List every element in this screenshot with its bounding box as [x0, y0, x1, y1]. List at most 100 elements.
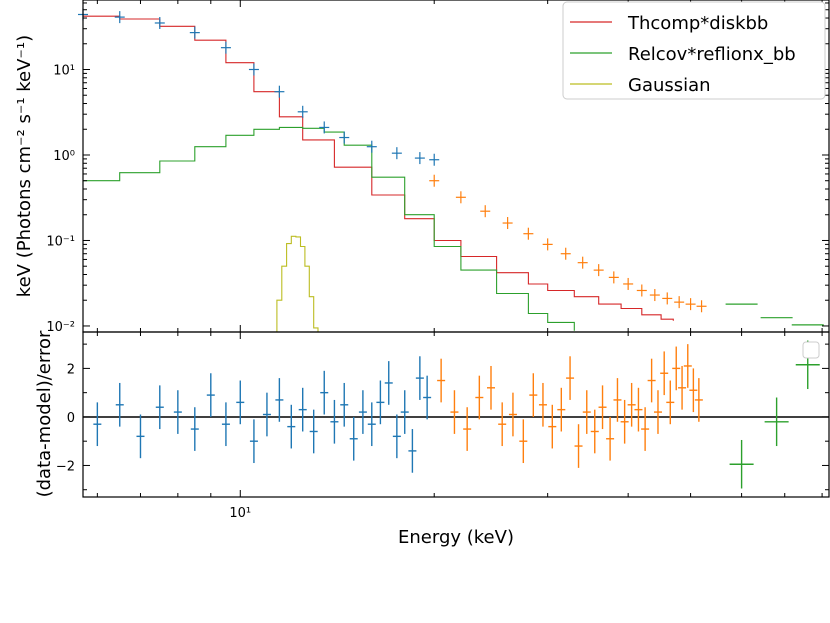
fpmb-data-point	[696, 300, 707, 313]
fpmb-data-point	[502, 217, 513, 230]
fpmb-residuals-point	[582, 390, 591, 434]
residual-ytick-label: 0	[67, 411, 75, 426]
fpma-data-point	[220, 41, 231, 54]
fpmb-residuals-point	[660, 351, 669, 396]
fpmb-residuals-point	[683, 344, 692, 388]
fpmb-residuals-point	[672, 346, 681, 391]
fpmb-residuals-point	[475, 375, 484, 420]
residual-axes-frame	[82, 331, 830, 498]
fpma-residuals-point	[415, 356, 424, 400]
fpma-residuals-point	[392, 414, 401, 459]
fpma-data-point	[189, 26, 200, 39]
fpma-residuals-point	[206, 373, 215, 417]
fpmb-data-point	[542, 238, 553, 251]
fpma-residuals-point	[287, 404, 296, 449]
fpma-residuals-point	[400, 390, 409, 434]
fpmb-data-point	[429, 174, 440, 187]
fpmb-data-point	[523, 227, 534, 240]
residual-ytick-labels: 2 0 −2	[56, 362, 75, 474]
fpma-residuals-point	[309, 409, 318, 454]
fpma-residuals-point	[423, 375, 432, 420]
legend-thcomp-label: Thcomp*diskbb	[627, 13, 768, 34]
fpma-residuals-point	[330, 399, 339, 444]
legend-box	[562, 1, 826, 100]
fpmb-residuals-point	[538, 382, 547, 427]
fpmb-residuals-point	[598, 385, 607, 430]
fpmb-residuals-point	[574, 424, 583, 468]
fpmb-residuals-point	[620, 399, 629, 444]
spectrum-ytick-label: 10⁻²	[46, 320, 75, 335]
fpma-residuals-point	[221, 402, 230, 447]
fpma-residuals-point	[275, 378, 284, 422]
fpmb-residuals-point	[653, 390, 662, 434]
fpma-residuals-point	[155, 385, 164, 430]
fpmb-residuals-point	[641, 407, 650, 451]
legend-relcov-label: Relcov*reflionx_bb	[628, 44, 796, 65]
spectrum-series-layer	[78, 8, 824, 333]
fpmb-residuals-point	[437, 358, 446, 403]
fpmb-data-point	[623, 277, 634, 290]
high-energy-residuals-point	[729, 439, 754, 489]
fpmb-data-point	[480, 205, 491, 218]
fpmb-data-point	[649, 289, 660, 302]
spectrum-panel: 10¹ 10⁰ 10⁻¹ 10⁻² keV (Photons cm⁻² s⁻¹ keV…	[14, 0, 830, 335]
fpma-data-point	[366, 140, 377, 153]
fpmb-data-point	[636, 284, 647, 297]
residuals-panel: 2 0 −2 10¹ (data-model)/error Energy (keV)	[34, 330, 830, 548]
residual-xtick-labels: 10¹	[229, 506, 251, 521]
spectrum-ytick-labels: 10¹ 10⁰ 10⁻¹ 10⁻²	[46, 63, 75, 334]
fpma-data-point	[429, 153, 440, 166]
fpma-residuals-point	[384, 361, 393, 405]
fpmb-data-point	[674, 296, 685, 309]
fpma-residuals-point	[408, 429, 417, 473]
fpma-residuals-point	[262, 392, 271, 437]
fpma-data-point	[391, 147, 402, 160]
fpma-data-point	[114, 11, 125, 24]
fpmb-residuals-point	[606, 416, 615, 461]
fpmb-residuals-point	[548, 404, 557, 449]
residual-series-layer	[93, 340, 820, 489]
spectrum-ytick-label: 10⁻¹	[46, 234, 75, 249]
spectrum-ylabel: keV (Photons cm⁻² s⁻¹ keV⁻¹)	[14, 35, 35, 297]
fpma-residuals-point	[298, 387, 307, 432]
fpma-residuals-point	[367, 402, 376, 447]
fpma-residuals-point	[340, 382, 349, 427]
fpmb-data-point	[685, 298, 696, 311]
spectrum-ytick-label: 10⁰	[53, 149, 75, 164]
fpma-residuals-point	[349, 416, 358, 461]
fpma-data-point	[297, 105, 308, 118]
fpma-residuals-point	[93, 402, 102, 447]
fpmb-residuals-point	[590, 409, 599, 454]
fpmb-data-point	[608, 271, 619, 284]
fpmb-residuals-point	[566, 356, 575, 400]
residual-ytick-label: −2	[56, 459, 75, 474]
fpma-residuals-point	[190, 407, 199, 451]
fpmb-residuals-point	[666, 380, 675, 425]
fpma-data-point	[154, 16, 165, 29]
fpma-residuals-point	[376, 380, 385, 425]
fpma-residuals-point	[136, 414, 145, 459]
fpma-residuals-point	[236, 380, 245, 425]
fpmb-residuals-point	[689, 368, 698, 413]
fpma-residuals-point	[320, 370, 329, 415]
fpmb-residuals-point	[557, 387, 566, 432]
residual-ytick-label: 2	[67, 362, 75, 377]
fpmb-residuals-point	[519, 419, 528, 464]
fpmb-residuals-point	[647, 358, 656, 403]
fpmb-data-point	[455, 191, 466, 204]
fpma-residuals-point	[115, 382, 124, 427]
residual-xtick-label: 10¹	[229, 506, 251, 521]
fpmb-residuals-point	[463, 407, 472, 451]
legend: Thcomp*diskbb Relcov*reflionx_bb Gaussia…	[562, 1, 826, 100]
fpmb-residuals-point	[634, 387, 643, 432]
fpmb-residuals-point	[678, 365, 687, 410]
fpmb-data-point	[560, 247, 571, 260]
fpmb-residuals-point	[613, 378, 622, 422]
fpmb-data-point	[577, 256, 588, 269]
fpma-residuals-point	[173, 390, 182, 434]
residual-legend-box	[802, 341, 820, 359]
fpma-data-point	[248, 63, 259, 76]
fpmb-data-point	[593, 264, 604, 277]
fpmb-residuals-point	[450, 390, 459, 434]
fpmb-residuals-point	[529, 373, 538, 417]
